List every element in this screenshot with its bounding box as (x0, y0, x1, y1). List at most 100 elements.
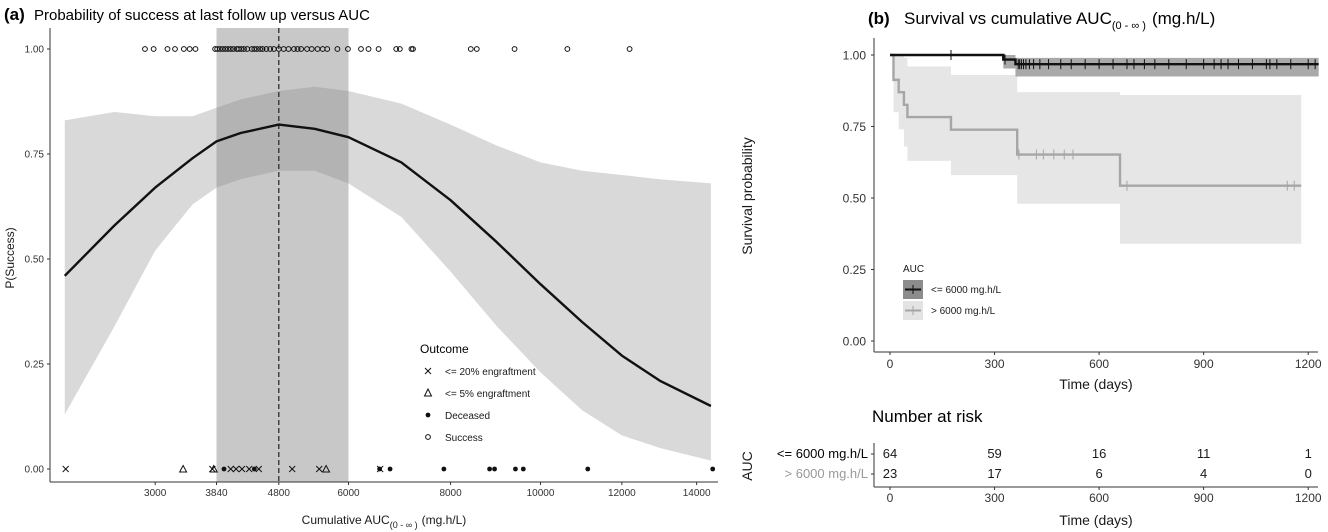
panel-a-x-ticks: 3000 3840 4800 6000 8000 10000 12000 14000 (144, 482, 711, 499)
deceased-point (513, 466, 518, 472)
legend-label-deceased: Deceased (445, 411, 490, 422)
x-tick-label: 0 (887, 357, 894, 371)
success-point (192, 46, 199, 52)
deceased-point (520, 466, 526, 472)
deceased-point (710, 466, 716, 472)
risk-cell: 16 (1092, 446, 1106, 461)
legend-item-le5: <= 5% engraftment (423, 387, 530, 400)
risk-table-axis-title: AUC (739, 451, 755, 481)
x-tick-label: 600 (1089, 491, 1109, 505)
deceased-point (441, 466, 447, 472)
success-point (214, 46, 221, 52)
success-point (410, 46, 416, 52)
le20-point (238, 465, 246, 473)
x-tick-label: 900 (1194, 491, 1214, 505)
deceased-point (585, 466, 591, 472)
panel-b-title: Survival vs cumulative AUC(0 - ∞ ) (mg.h/… (904, 9, 1215, 32)
success-point (308, 46, 315, 52)
confidence-ribbon (64, 86, 711, 461)
risk-row-label-low: <= 6000 mg.h/L (777, 446, 868, 461)
km-curve-auc-high (890, 53, 1302, 187)
km-ci-auc-high (890, 55, 1302, 244)
risk-table: Number at risk AUC <= 6000 mg.h/L > 6000… (739, 407, 1322, 528)
y-tick-label: 0.25 (843, 263, 867, 277)
risk-table-x-label: Time (days) (1059, 512, 1132, 528)
x-tick-label: 0 (887, 491, 894, 505)
legend-item-auc-high: > 6000 mg.h/L (903, 301, 996, 320)
success-point (186, 46, 193, 52)
success-point (365, 46, 372, 52)
success-point (225, 46, 231, 52)
x-tick-label: 300 (985, 357, 1005, 371)
le20-point-stroke (238, 465, 246, 473)
risk-cell: 23 (883, 466, 897, 481)
deceased-point (251, 466, 257, 472)
x-tick-label: 4800 (268, 488, 291, 499)
le5-point (321, 464, 331, 473)
panel-a-y-ticks: 0.00 0.25 0.50 0.75 1.00 (25, 45, 50, 476)
y-tick-label: 0.50 (843, 192, 867, 206)
x-tick-label: 1200 (1295, 491, 1322, 505)
panel-b-x-ticks: 0 300 600 900 1200 (887, 352, 1322, 371)
success-point (251, 46, 258, 52)
risk-cell: 17 (987, 466, 1001, 481)
x-tick-label: 3000 (144, 488, 167, 499)
risk-cell: 64 (883, 446, 897, 461)
success-point (345, 46, 351, 52)
panel-a-x-label-unit: (mg.h/L) (422, 513, 467, 527)
success-point (257, 46, 263, 52)
panel-a-legend: Outcome <= 20% engraftment <= 5% engraft… (420, 342, 536, 444)
panel-b-y-label: Survival probability (739, 137, 755, 255)
success-point (164, 46, 171, 52)
panel-b-legend: AUC <= 6000 mg.h/L > 6000 mg.h/L (903, 264, 1001, 320)
legend-item-success: Success (425, 433, 483, 444)
success-point (324, 46, 331, 52)
y-tick-label: 0.50 (25, 255, 45, 266)
le20-point (62, 465, 70, 473)
le20-point (232, 465, 240, 473)
y-tick-label: 1.00 (843, 49, 867, 63)
success-point (241, 46, 247, 52)
panel-a-plot-area (62, 28, 716, 482)
panel-a-x-label: Cumulative AUC(0 - ∞ ) (mg.h/L) (302, 513, 467, 530)
success-point (358, 46, 364, 52)
panel-a-title: Probability of success at last follow up… (34, 7, 370, 24)
success-point (334, 46, 341, 52)
le20-point (315, 465, 323, 473)
le20-point-stroke (62, 465, 70, 473)
y-tick-label: 0.75 (843, 120, 867, 134)
km-curve-auc-low (890, 53, 1319, 66)
risk-cell: 1 (1305, 446, 1312, 461)
le20-point (376, 465, 384, 473)
risk-table-cells: 64 59 16 11 123 17 6 4 0 (883, 446, 1312, 481)
x-tick-label: 14000 (683, 488, 711, 499)
target-auc-band (216, 28, 349, 482)
risk-cell: 6 (1095, 466, 1102, 481)
success-point (227, 46, 234, 52)
panel-a-x-label-sub: (0 - ∞ ) (390, 520, 418, 530)
panel-a-x-label-main: Cumulative AUC (302, 513, 390, 527)
le20-point (245, 465, 253, 473)
legend-item-auc-low: <= 6000 mg.h/L (903, 280, 1001, 299)
panel-b-x-label: Time (days) (1059, 376, 1132, 392)
panel-b: (b) Survival vs cumulative AUC(0 - ∞ ) (m… (739, 9, 1322, 392)
y-tick-label: 0.25 (25, 360, 45, 371)
x-tick-label: 3840 (205, 488, 228, 499)
deceased-point (387, 466, 393, 472)
risk-cell: 59 (987, 446, 1001, 461)
panel-b-title-unit: (mg.h/L) (1152, 9, 1215, 28)
le20-point-stroke (255, 465, 263, 473)
success-point (267, 46, 274, 52)
le5-point (209, 464, 219, 473)
success-point (263, 46, 270, 52)
success-point (285, 46, 292, 52)
success-point (253, 46, 260, 52)
le20-point-stroke (315, 465, 323, 473)
x-marker-icon (424, 367, 432, 375)
x-tick-label: 1200 (1295, 357, 1322, 371)
y-tick-label: 0.00 (843, 335, 867, 349)
success-point (467, 46, 474, 52)
fitted-curve (63, 123, 712, 408)
panel-a-legend-title: Outcome (420, 342, 469, 356)
success-point (375, 46, 382, 52)
